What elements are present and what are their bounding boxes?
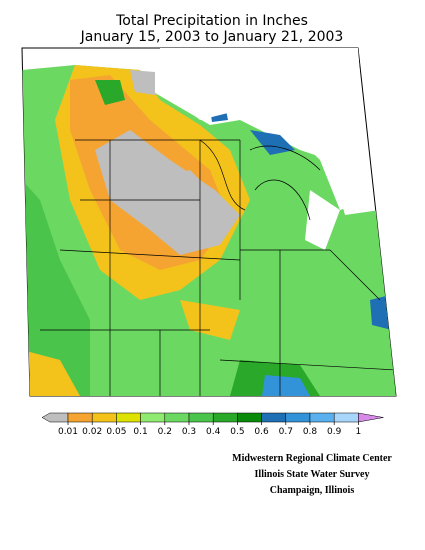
coastlines: [199, 139, 321, 221]
legend-tick-label: 0.6: [254, 427, 269, 437]
legend-swatch: [164, 412, 190, 423]
legend-swatch: [285, 412, 311, 423]
precip-zone: [262, 375, 310, 396]
title-line: Total Precipitation in Inches: [115, 13, 308, 29]
legend-tick-label: 0.1: [133, 427, 147, 437]
legend-swatch: [116, 412, 141, 423]
legend-tick-label: 0.01: [58, 427, 78, 437]
legend-tick-label: 0.7: [279, 427, 293, 437]
precip-zone: [150, 170, 220, 215]
legend-swatch: [309, 412, 335, 423]
legend-tick-label: 1: [356, 427, 362, 437]
legend-tick-label: 0.02: [82, 427, 102, 437]
legend-tick-label: 0.8: [303, 427, 318, 437]
legend-swatch: [41, 412, 69, 423]
legend-swatch: [212, 412, 238, 423]
legend-tick-label: 0.2: [158, 427, 172, 437]
legend-swatch: [67, 412, 93, 423]
state-borders: [40, 139, 396, 396]
legend-tick-label: 0.3: [182, 427, 196, 437]
legend-tick-label: 0.9: [327, 427, 342, 437]
legend-swatch: [188, 412, 214, 423]
no-data: [160, 48, 370, 210]
legend-tick-label: 0.4: [206, 427, 221, 437]
credit: Midwestern Regional Climate Center: [232, 453, 392, 464]
legend-swatch: [333, 412, 359, 423]
lake: [305, 190, 340, 250]
precip-zone: [130, 70, 155, 95]
legend-swatch: [261, 412, 287, 423]
title-line: January 15, 2003 to January 21, 2003: [80, 29, 344, 45]
map: [21, 47, 397, 397]
precip-zone: [22, 180, 90, 396]
credit: Illinois State Water Survey: [255, 469, 370, 480]
legend: 0.01 0.02 0.05 0.1 0.2 0.3 0.4 0.5 0.6 0.7 0.8 0.9 1: [41, 412, 384, 437]
legend-swatch: [140, 412, 166, 423]
legend-swatch: [237, 412, 262, 423]
precip-zone: [95, 80, 125, 105]
legend-tick-label: 0.5: [230, 427, 244, 437]
legend-swatch: [91, 412, 117, 423]
legend-swatch: [358, 412, 384, 423]
legend-tick-label: 0.05: [106, 427, 126, 437]
precip-zone: [22, 350, 80, 396]
credit: Champaign, Illinois: [270, 485, 355, 496]
